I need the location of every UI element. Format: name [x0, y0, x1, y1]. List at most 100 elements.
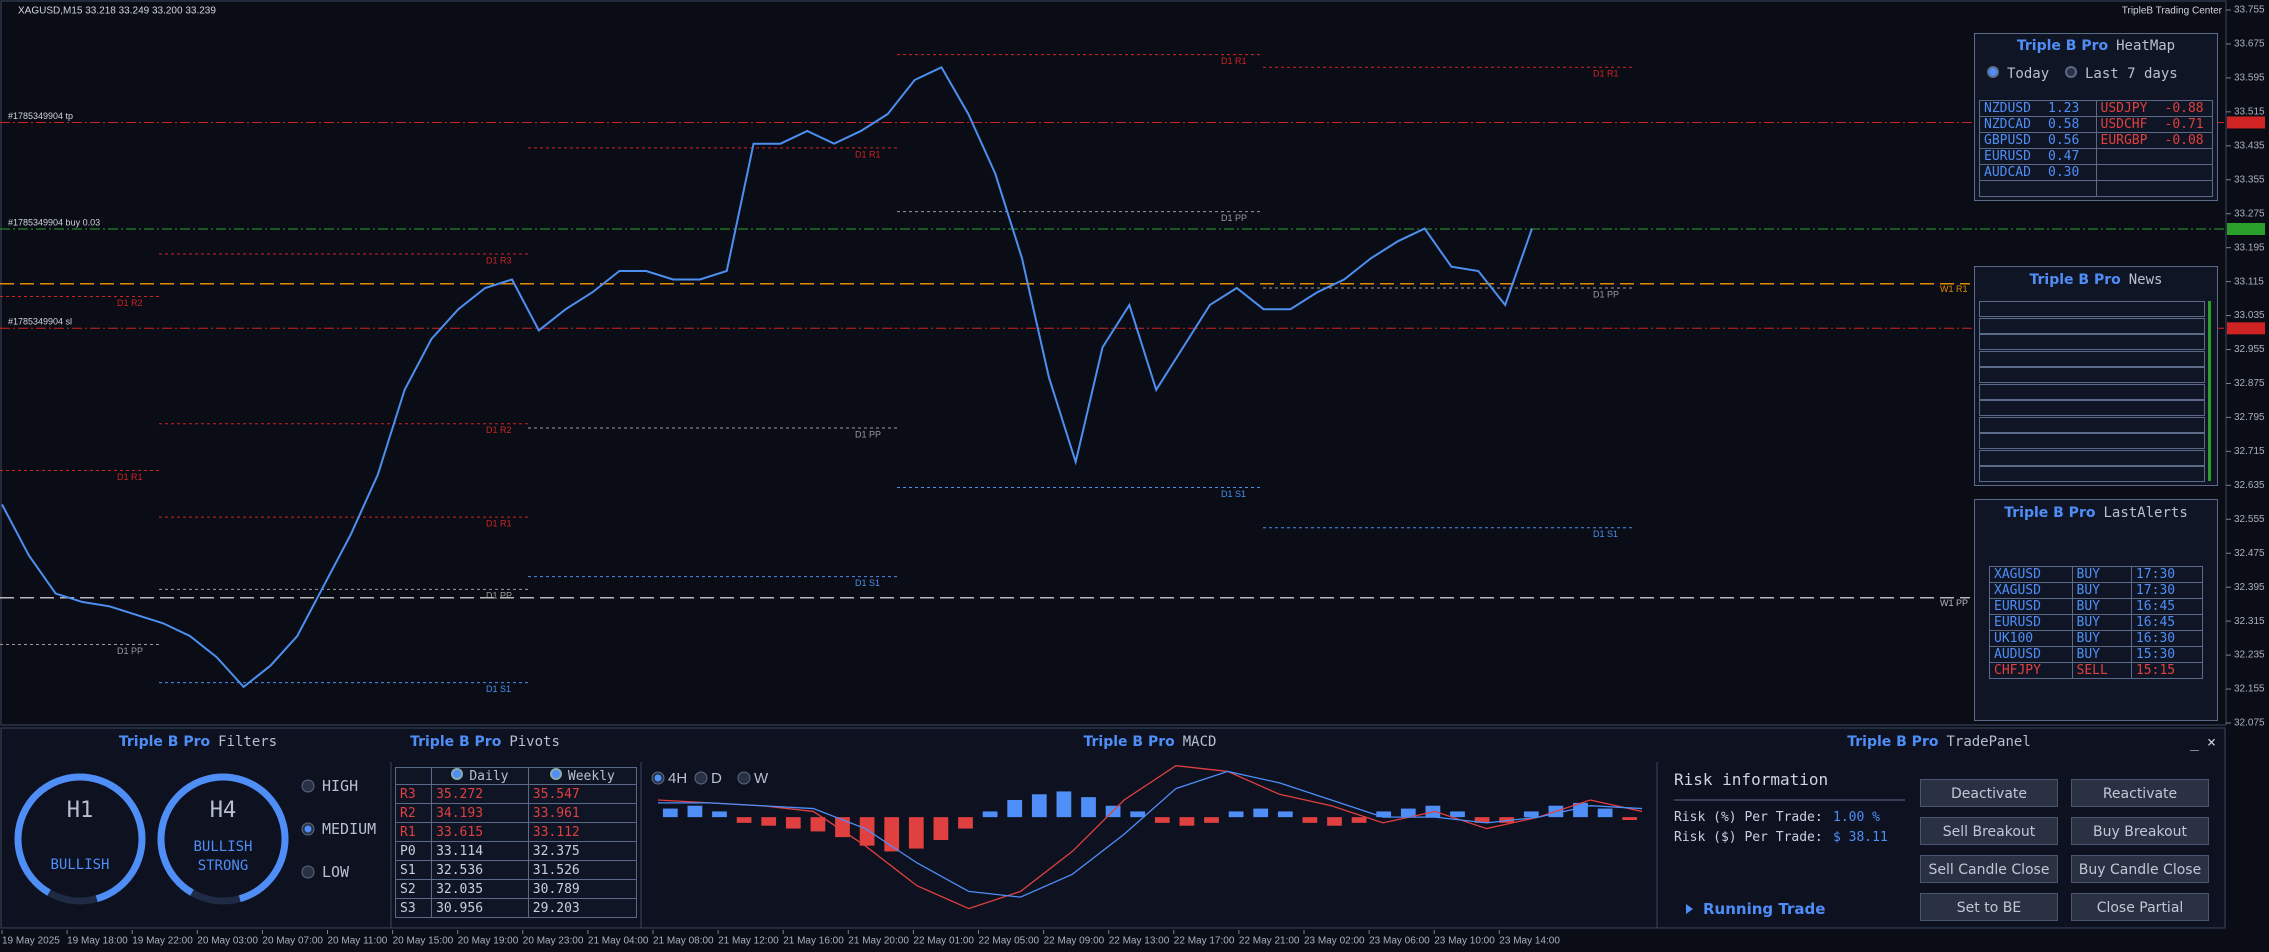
x-tick-label: 19 May 18:00: [67, 936, 128, 947]
y-tick-label: 32.395: [2234, 582, 2265, 593]
y-tick-label: 33.195: [2234, 242, 2265, 253]
weekly-pivot-label: W1 PP: [1940, 598, 1968, 608]
signal-line: [658, 770, 1643, 898]
x-tick-label: 19 May 2025: [2, 936, 60, 947]
y-tick-label: 32.795: [2234, 412, 2265, 423]
y-tick-label: 32.475: [2234, 548, 2265, 559]
trade-button[interactable]: Sell Candle Close: [1920, 855, 2058, 883]
tab-label: Last 7 days: [2085, 66, 2178, 82]
alert-cell: SELL: [2071, 662, 2132, 679]
pivot-row: S3 30.956 29.203: [394, 898, 638, 918]
daily-pivot-label: D1 R1: [117, 472, 143, 482]
radio-dot: [2065, 66, 2077, 78]
pivot-row: P0 33.114 32.375: [394, 841, 638, 861]
pivot-cell: 32.375: [527, 841, 638, 861]
heatmap-tab[interactable]: Last 7 days: [2065, 66, 2178, 82]
running-icon: [1686, 904, 1693, 914]
alert-cell: 16:45: [2130, 614, 2204, 631]
risk-title: Risk information: [1674, 770, 1829, 789]
news-row: [1979, 334, 2205, 350]
trade-button[interactable]: Close Partial: [2071, 893, 2209, 921]
macd-bar: [933, 817, 949, 840]
panel-title: Filters: [218, 734, 278, 750]
alert-cell: XAGUSD: [1989, 566, 2073, 583]
x-tick-label: 23 May 06:00: [1369, 936, 1430, 947]
filter-level: HIGH: [322, 777, 359, 795]
timeframe-label: W: [754, 770, 769, 787]
x-tick-label: 23 May 02:00: [1304, 936, 1365, 947]
panel-title: News: [2128, 272, 2163, 288]
heatmap-pair: NZDUSD: [1984, 101, 2031, 116]
heatmap-pair: NZDCAD: [1984, 117, 2031, 132]
alert-cell: 15:30: [2130, 646, 2204, 663]
heatmap-pair: EURGBP: [2100, 133, 2148, 148]
price-line: [1, 65, 1533, 689]
alert-cell: BUY: [2071, 582, 2132, 599]
alert-row: XAGUSD BUY 17:30: [1989, 582, 2204, 599]
macd-bar: [1277, 811, 1293, 818]
pivot-cell: R1: [394, 822, 433, 842]
heatmap-value: 0.30: [2048, 165, 2080, 180]
daily-pivot-label: D1 S1: [1593, 529, 1618, 539]
heatmap-cell: EURGBP -0.08: [2095, 132, 2213, 149]
alert-row: EURUSD BUY 16:45: [1989, 614, 2204, 631]
daily-pivot-label: D1 PP: [117, 646, 143, 656]
trade-button[interactable]: Buy Candle Close: [2071, 855, 2209, 883]
trade-button[interactable]: Sell Breakout: [1920, 817, 2058, 845]
trade-button[interactable]: Reactivate: [2071, 779, 2209, 807]
panel-brand: Triple B Pro: [410, 734, 502, 750]
panel-header: Triple B Pro TradePanel: [1789, 734, 2089, 750]
alert-cell: XAGUSD: [1989, 582, 2073, 599]
heatmap-cell: AUDCAD 0.30: [1979, 164, 2097, 181]
macd-bar: [1228, 811, 1244, 818]
daily-pivot-label: D1 R1: [486, 519, 512, 529]
pivot-cell: P0: [394, 841, 433, 861]
x-tick-label: 23 May 10:00: [1434, 936, 1495, 947]
news-row: [1979, 383, 2205, 400]
alerts-table: XAGUSD BUY 17:30 XAGUSD BUY 17:30 EURUSD BUY 16:…: [1989, 566, 2204, 679]
x-tick-label: 20 May 19:00: [458, 936, 519, 947]
trade-line-label: #1785349904 tp: [8, 111, 73, 121]
heatmap-pair: EURUSD: [1984, 149, 2031, 164]
pivot-cell: 33.615: [431, 822, 529, 842]
macd-bar: [687, 805, 703, 818]
timeframe-label: 4H: [668, 770, 687, 787]
panel-header: Triple B Pro LastAlerts: [1975, 505, 2217, 521]
news-row: [1979, 350, 2205, 367]
x-tick-label: 22 May 17:00: [1174, 936, 1235, 947]
heatmap-row: NZDCAD 0.58 USDCHF -0.71: [1979, 116, 2213, 133]
pivot-row: R1 33.615 33.112: [394, 822, 638, 842]
x-tick-label: 22 May 21:00: [1239, 936, 1300, 947]
daily-pivot-label: D1 R1: [1221, 56, 1247, 66]
gauge-arc: [157, 773, 289, 905]
panel-brand: Triple B Pro: [2004, 505, 2096, 521]
daily-pivot-label: D1 S1: [486, 684, 511, 694]
filter-level: LOW: [322, 863, 350, 881]
panel-title: LastAlerts: [2103, 505, 2188, 521]
gauge-timeframe: H4: [209, 798, 237, 823]
y-tick-label: 32.635: [2234, 480, 2265, 491]
y-tick-label: 33.675: [2234, 39, 2265, 50]
heatmap-tab[interactable]: Today: [1987, 66, 2049, 82]
trade-button[interactable]: Set to BE: [1920, 893, 2058, 921]
radio-dot: [1987, 66, 1999, 78]
heatmap-row: GBPUSD 0.56 EURGBP -0.08: [1979, 132, 2213, 149]
trade-button[interactable]: Deactivate: [1920, 779, 2058, 807]
news-row: [1979, 367, 2205, 383]
trade-button[interactable]: Buy Breakout: [2071, 817, 2209, 845]
heatmap-cell: [2095, 148, 2213, 165]
risk-value: 1.00 %: [1833, 810, 1880, 825]
pivot-column-header: Weekly: [527, 767, 638, 785]
heatmap-cell: [1979, 180, 2097, 197]
macd-bar: [1302, 817, 1318, 823]
macd-bar: [1327, 817, 1342, 826]
heatmap-value: 0.47: [2048, 149, 2080, 164]
pivot-column-label: Daily: [469, 769, 509, 784]
heatmap-pair: USDCHF: [2100, 117, 2148, 132]
heatmap-cell: NZDUSD 1.23: [1979, 100, 2097, 117]
pivot-cell: R2: [394, 803, 433, 823]
chart-frame: [0, 0, 2227, 726]
filter-level: MEDIUM: [322, 820, 377, 838]
y-tick-label: 32.715: [2234, 446, 2265, 457]
